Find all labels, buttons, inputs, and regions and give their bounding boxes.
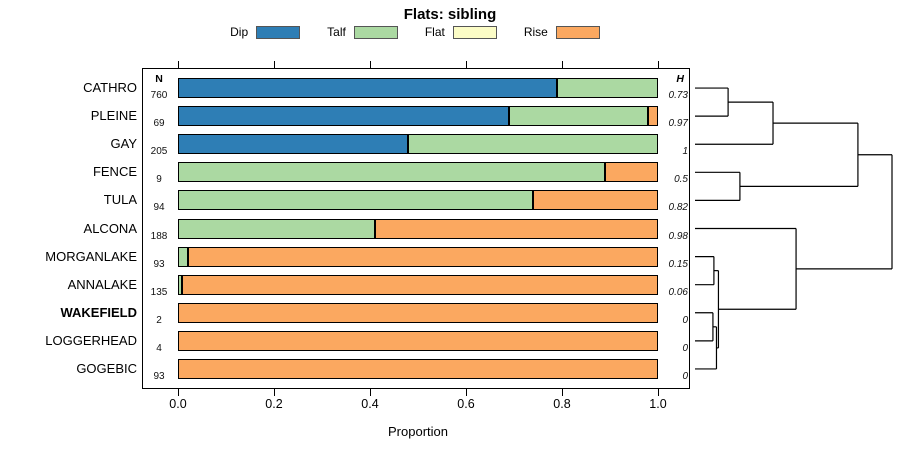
n-value: 69 (153, 118, 165, 130)
h-value: 0 (682, 342, 688, 354)
h-value: 0.5 (674, 174, 688, 186)
legend-item: Dip (230, 25, 301, 39)
x-tick-label: 0.2 (265, 397, 283, 411)
bar-segment-talf (408, 134, 658, 155)
n-value: 2 (156, 314, 162, 326)
category-label: LOGGERHEAD (45, 332, 137, 348)
plot-box (142, 68, 690, 389)
legend-item: Flat (425, 25, 497, 39)
bar-segment-talf (178, 246, 188, 267)
legend-swatch (353, 25, 398, 39)
n-column-header: N (155, 73, 163, 85)
category-label: WAKEFIELD (60, 304, 137, 320)
bar-segment-dip (178, 78, 558, 99)
bar-segment-rise (181, 274, 658, 295)
category-label: GOGEBIC (76, 360, 137, 376)
legend: Dip Talf Flat Rise (0, 24, 830, 40)
x-tick-bottom (561, 389, 563, 396)
bar-segment-talf (509, 106, 649, 127)
category-label: ANNALAKE (67, 276, 137, 292)
x-tick-label: 1.0 (649, 397, 667, 411)
n-value: 205 (150, 146, 168, 158)
n-value: 4 (156, 342, 162, 354)
chart-title: Flats: sibling (403, 6, 497, 23)
h-value: 0.97 (668, 118, 688, 130)
category-label: FENCE (92, 164, 137, 180)
category-label: PLEINE (90, 108, 137, 124)
h-value: 0.06 (668, 286, 688, 298)
legend-label: Rise (523, 25, 548, 39)
bar-segment-talf (178, 162, 606, 183)
bar-segment-talf (178, 218, 375, 239)
bar-segment-rise (533, 190, 658, 211)
category-label: GAY (110, 136, 138, 152)
n-value: 94 (153, 202, 165, 214)
legend-item: Rise (524, 25, 600, 39)
bar-segment-talf (557, 78, 658, 99)
bar-segment-rise (374, 218, 658, 239)
legend-swatch (452, 25, 497, 39)
h-value: 0 (682, 314, 688, 326)
h-value: 0.73 (668, 90, 688, 102)
x-tick-top (465, 61, 467, 68)
x-tick-bottom (273, 389, 275, 396)
bar-segment-dip (178, 134, 409, 155)
x-tick-label: 0.0 (169, 397, 187, 411)
dendrogram (695, 87, 893, 370)
x-tick-bottom (465, 389, 467, 396)
bar-segment-rise (178, 330, 658, 351)
bar-segment-rise (648, 106, 658, 127)
x-tick-label: 0.8 (553, 397, 571, 411)
legend-label: Flat (424, 25, 445, 39)
bar-segment-dip (178, 106, 510, 127)
category-label: ALCONA (83, 220, 137, 236)
legend-swatch (555, 25, 600, 39)
category-label: CATHRO (83, 80, 137, 96)
n-value: 188 (150, 230, 168, 242)
h-value: 0.98 (668, 230, 688, 242)
x-tick-bottom (657, 389, 659, 396)
bar-segment-rise (178, 302, 658, 323)
h-value: 1 (682, 146, 688, 158)
bar-segment-rise (178, 358, 658, 379)
bar-segment-talf (178, 274, 182, 295)
x-tick-top (369, 61, 371, 68)
x-tick-bottom (369, 389, 371, 396)
x-axis-label: Proportion (388, 424, 448, 439)
h-value: 0 (682, 370, 688, 382)
n-value: 93 (153, 370, 165, 382)
bar-segment-rise (605, 162, 658, 183)
x-tick-top (657, 61, 659, 68)
legend-label: Dip (230, 25, 249, 39)
h-column-header: H (676, 73, 684, 85)
legend-label: Talf (327, 25, 346, 39)
category-label: MORGANLAKE (45, 248, 137, 264)
x-tick-top (561, 61, 563, 68)
x-tick-label: 0.4 (361, 397, 379, 411)
bar-segment-talf (178, 190, 534, 211)
n-value: 135 (150, 286, 168, 298)
n-value: 93 (153, 258, 165, 270)
x-tick-label: 0.6 (457, 397, 475, 411)
legend-swatch (256, 25, 301, 39)
h-value: 0.82 (668, 202, 688, 214)
bar-segment-rise (187, 246, 658, 267)
n-value: 760 (150, 90, 168, 102)
category-label: TULA (103, 192, 137, 208)
h-value: 0.15 (668, 258, 688, 270)
x-tick-bottom (177, 389, 179, 396)
legend-item: Talf (327, 25, 398, 39)
x-tick-top (273, 61, 275, 68)
x-tick-top (177, 61, 179, 68)
n-value: 9 (156, 174, 162, 186)
